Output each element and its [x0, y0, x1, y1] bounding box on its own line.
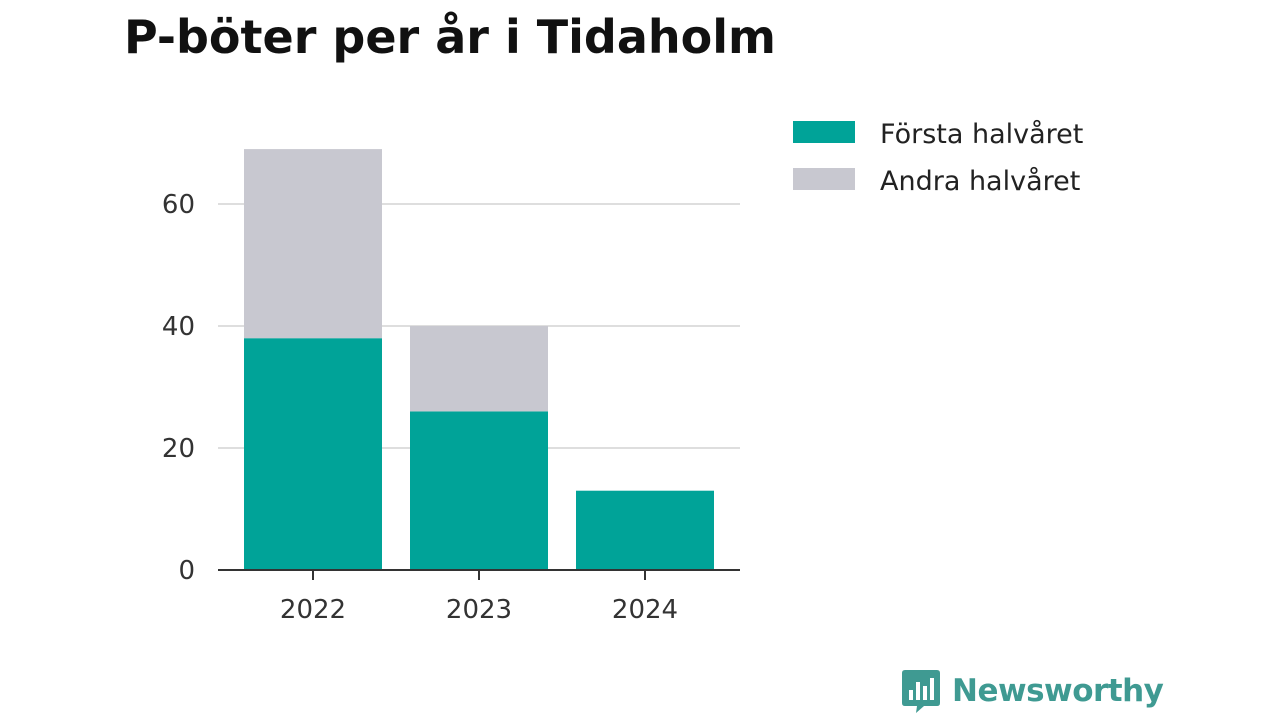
stacked-bar-chart: 2022 2023 2024 0 20 40 60 Första halvåret Andr… [162, 119, 1083, 625]
x-tick-label: 2024 [612, 595, 678, 625]
newsworthy-logo: Newsworthy [900, 668, 1164, 714]
bar-2024-forsta-halvaret [576, 490, 714, 570]
bars [244, 149, 714, 570]
legend-swatch [793, 168, 855, 190]
chart-title: P-böter per år i Tidaholm [124, 10, 776, 64]
y-tick-label: 20 [162, 434, 195, 464]
x-tick-label: 2022 [280, 595, 346, 625]
y-tick-label: 40 [162, 312, 195, 342]
legend: Första halvåret Andra halvåret [793, 119, 1083, 197]
legend-swatch [793, 121, 855, 143]
legend-label: Första halvåret [880, 119, 1083, 150]
x-tick-label: 2023 [446, 595, 512, 625]
y-tick-label: 60 [162, 190, 195, 220]
legend-label: Andra halvåret [880, 166, 1080, 197]
y-tick-label: 0 [178, 556, 195, 586]
bar-2022-forsta-halvaret [244, 338, 382, 570]
brand-name: Newsworthy [952, 673, 1164, 709]
bar-2022-andra-halvaret [244, 149, 382, 339]
bar-chart-speech-bubble-icon [902, 670, 940, 713]
y-axis: 0 20 40 60 [162, 190, 195, 586]
x-axis: 2022 2023 2024 [218, 569, 740, 625]
bar-2023-andra-halvaret [410, 326, 548, 412]
bar-2023-forsta-halvaret [410, 411, 548, 570]
